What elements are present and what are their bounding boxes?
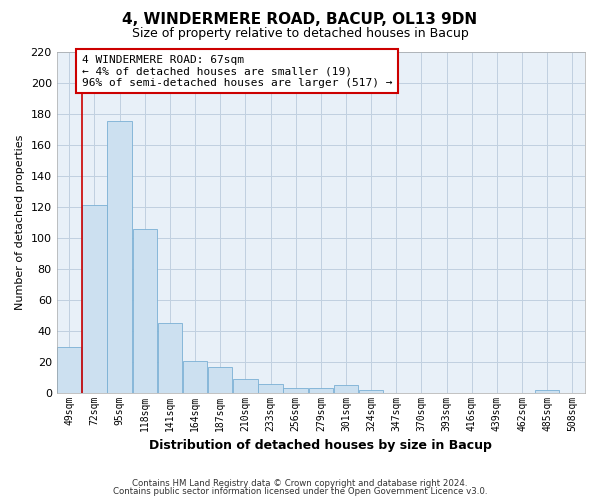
Text: Contains HM Land Registry data © Crown copyright and database right 2024.: Contains HM Land Registry data © Crown c… (132, 478, 468, 488)
Bar (158, 324, 182, 393)
Bar (259, 384, 283, 393)
Bar (82, 205, 107, 393)
Bar (107, 122, 132, 393)
Bar (57, 346, 82, 393)
Bar (535, 390, 559, 393)
Text: 4 WINDERMERE ROAD: 67sqm
← 4% of detached houses are smaller (19)
96% of semi-de: 4 WINDERMERE ROAD: 67sqm ← 4% of detache… (82, 54, 392, 88)
Bar (208, 366, 232, 393)
Bar (133, 228, 157, 393)
Y-axis label: Number of detached properties: Number of detached properties (15, 134, 25, 310)
Bar (183, 360, 207, 393)
Bar (233, 379, 257, 393)
Text: Contains public sector information licensed under the Open Government Licence v3: Contains public sector information licen… (113, 487, 487, 496)
Bar (308, 388, 333, 393)
Text: Size of property relative to detached houses in Bacup: Size of property relative to detached ho… (131, 28, 469, 40)
Bar (359, 390, 383, 393)
Bar (334, 386, 358, 393)
Bar (283, 388, 308, 393)
X-axis label: Distribution of detached houses by size in Bacup: Distribution of detached houses by size … (149, 440, 492, 452)
Text: 4, WINDERMERE ROAD, BACUP, OL13 9DN: 4, WINDERMERE ROAD, BACUP, OL13 9DN (122, 12, 478, 28)
